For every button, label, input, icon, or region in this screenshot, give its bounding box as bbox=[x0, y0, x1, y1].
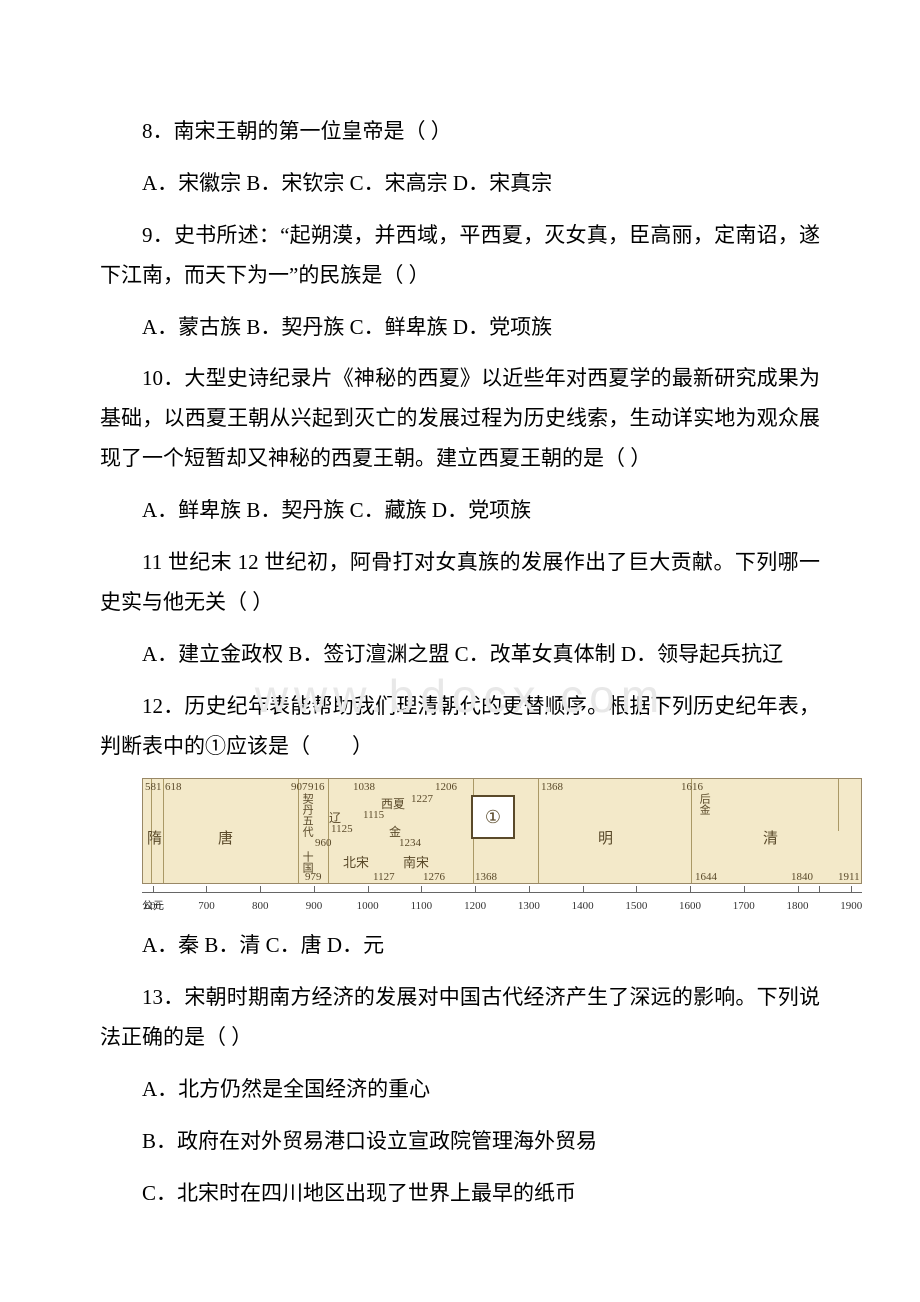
axis-tick-label: 1100 bbox=[411, 896, 433, 917]
axis-tick bbox=[798, 886, 799, 892]
timeline-box: 581 618 907 916 1038 1206 1368 1616 1227… bbox=[142, 778, 862, 884]
tl-dyn-jin: 金 bbox=[389, 821, 401, 844]
axis-tick-label: 1400 bbox=[572, 896, 594, 917]
axis-tick-label: 1600 bbox=[679, 896, 701, 917]
axis-tick-label: 1200 bbox=[464, 896, 486, 917]
axis-tick-label: 1500 bbox=[625, 896, 647, 917]
tl-dyn-liao: 辽 bbox=[329, 807, 341, 830]
axis-tick-dash bbox=[819, 886, 820, 892]
tl-dyn-tang: 唐 bbox=[218, 825, 233, 854]
q11-options: A．建立金政权 B．签订澶渊之盟 C．改革女真体制 D．领导起兵抗辽 bbox=[100, 635, 820, 675]
axis-tick bbox=[851, 886, 852, 892]
tl-dyn-houjin: 后金 bbox=[698, 793, 710, 815]
axis-tick-label: 900 bbox=[306, 896, 323, 917]
axis-tick-label: 1800 bbox=[787, 896, 809, 917]
axis-tick bbox=[314, 886, 315, 892]
tl-year-1616: 1616 bbox=[681, 781, 703, 793]
q13-option-c: C．北宋时在四川地区出现了世界上最早的纸币 bbox=[100, 1174, 820, 1214]
timeline-axis: 公元 6007008009001000110012001300140015001… bbox=[142, 886, 862, 914]
tl-dyn-xixia: 西夏 bbox=[381, 793, 405, 816]
tl-year-960: 960 bbox=[315, 837, 332, 849]
axis-tick bbox=[421, 886, 422, 892]
tl-dyn-shiguo: 十国 bbox=[301, 851, 313, 873]
tl-year-1644: 1644 bbox=[695, 871, 717, 883]
tl-dyn-beisong: 北宋 bbox=[343, 851, 369, 876]
q13-option-b: B．政府在对外贸易港口设立宣政院管理海外贸易 bbox=[100, 1122, 820, 1162]
tl-year-1206: 1206 bbox=[435, 781, 457, 793]
tl-dyn-qidan: 契丹 bbox=[301, 793, 313, 815]
q10-options: A．鲜卑族 B．契丹族 C．藏族 D．党项族 bbox=[100, 491, 820, 531]
q9-stem: 9．史书所述：“起朔漠，并西域，平西夏，灭女真，臣高丽，定南诏，遂下江南，而天下… bbox=[100, 216, 820, 296]
tl-year-1368b: 1368 bbox=[475, 871, 497, 883]
axis-tick bbox=[153, 886, 154, 892]
tl-year-1127: 1127 bbox=[373, 871, 395, 883]
tl-marker-circle: ① bbox=[471, 795, 515, 839]
tl-year-581: 581 bbox=[145, 781, 162, 793]
axis-tick-label: 600 bbox=[144, 896, 161, 917]
q12-options: A．秦 B．清 C．唐 D．元 bbox=[100, 926, 820, 966]
axis-tick-label: 1000 bbox=[357, 896, 379, 917]
axis-tick-label: 700 bbox=[198, 896, 215, 917]
axis-tick bbox=[636, 886, 637, 892]
q8-stem: 8．南宋王朝的第一位皇帝是（ ） bbox=[100, 112, 820, 152]
tl-year-907: 907 bbox=[291, 781, 308, 793]
q8-options: A．宋徽宗 B．宋钦宗 C．宋高宗 D．宋真宗 bbox=[100, 164, 820, 204]
tl-year-1227: 1227 bbox=[411, 793, 433, 805]
axis-tick bbox=[583, 886, 584, 892]
q13-option-a: A．北方仍然是全国经济的重心 bbox=[100, 1070, 820, 1110]
q13-stem: 13．宋朝时期南方经济的发展对中国古代经济产生了深远的影响。下列说法正确的是（ … bbox=[100, 978, 820, 1058]
q11-stem: 11 世纪末 12 世纪初，阿骨打对女真族的发展作出了巨大贡献。下列哪一史实与他… bbox=[100, 543, 820, 623]
axis-tick bbox=[529, 886, 530, 892]
tl-year-1368: 1368 bbox=[541, 781, 563, 793]
tl-dyn-sui: 隋 bbox=[147, 825, 162, 854]
tl-dyn-qing: 清 bbox=[763, 825, 778, 854]
tl-dyn-nansong: 南宋 bbox=[403, 851, 429, 876]
axis-tick-label: 1900 bbox=[840, 896, 862, 917]
axis-tick bbox=[206, 886, 207, 892]
tl-dyn-ming: 明 bbox=[598, 825, 613, 854]
tl-year-916: 916 bbox=[308, 781, 325, 793]
axis-tick-label: 1700 bbox=[733, 896, 755, 917]
axis-tick bbox=[744, 886, 745, 892]
tl-year-1840: 1840 bbox=[791, 871, 813, 883]
tl-year-1234: 1234 bbox=[399, 837, 421, 849]
axis-tick bbox=[368, 886, 369, 892]
q12-stem: 12．历史纪年表能帮助我们理清朝代的更替顺序。根据下列历史纪年表，判断表中的①应… bbox=[100, 687, 820, 767]
q10-stem: 10．大型史诗纪录片《神秘的西夏》以近些年对西夏学的最新研究成果为基础，以西夏王… bbox=[100, 359, 820, 479]
axis-tick bbox=[260, 886, 261, 892]
tl-dyn-wudai: 五代 bbox=[301, 815, 313, 837]
axis-tick-label: 1300 bbox=[518, 896, 540, 917]
axis-tick-label: 800 bbox=[252, 896, 269, 917]
tl-year-1038: 1038 bbox=[353, 781, 375, 793]
axis-tick bbox=[475, 886, 476, 892]
axis-tick bbox=[690, 886, 691, 892]
tl-year-1911: 1911 bbox=[838, 871, 860, 883]
timeline-chart: 581 618 907 916 1038 1206 1368 1616 1227… bbox=[142, 778, 862, 914]
tl-year-618: 618 bbox=[165, 781, 182, 793]
q9-options: A．蒙古族 B．契丹族 C．鲜卑族 D．党项族 bbox=[100, 308, 820, 348]
